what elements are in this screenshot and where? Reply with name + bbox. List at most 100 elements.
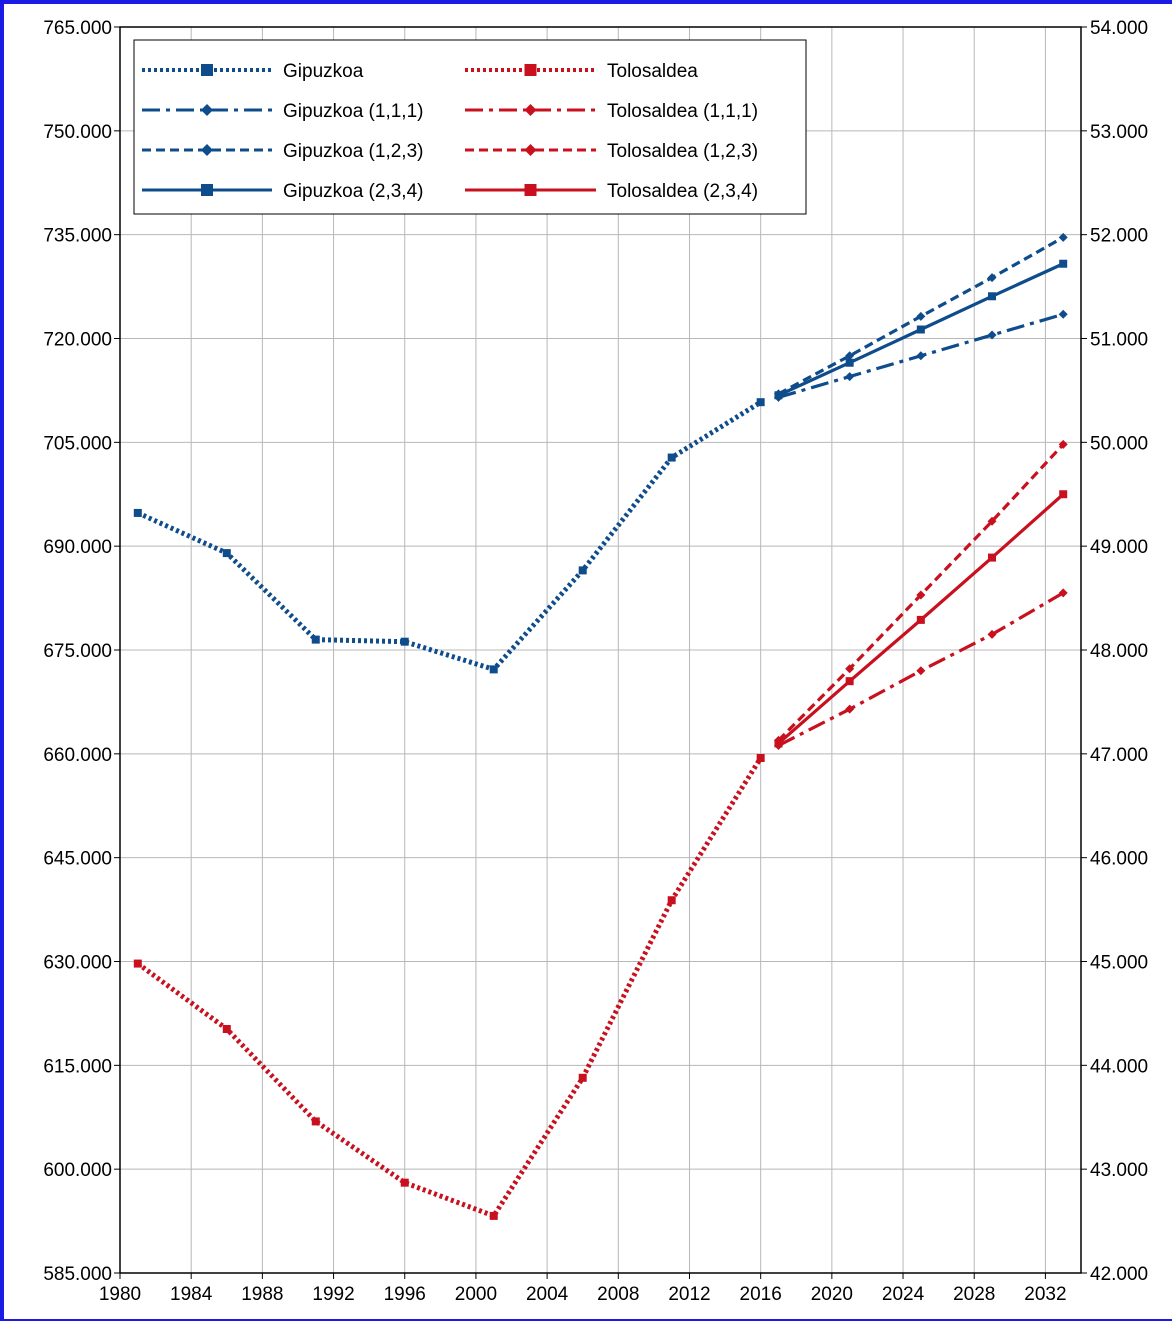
legend-entry: Tolosaldea (1,1,1) [465,101,758,122]
legend-entry: Gipuzkoa (2,3,4) [142,181,423,202]
square-marker [222,1024,231,1033]
square-marker [311,1117,320,1126]
square-marker [1059,490,1068,499]
left-tick-label: 630.000 [43,953,112,974]
diamond-marker [1058,588,1068,598]
left-tick-label: 720.000 [43,330,112,351]
square-marker [756,753,765,762]
series-line [136,756,763,1219]
diamond-marker [987,516,997,526]
square-marker [201,184,213,196]
right-tick-label: 44.000 [1090,1056,1148,1077]
x-tick-label: 2000 [455,1284,497,1305]
diamond-marker [916,311,926,321]
left-axis: 585.000 600.000 615.000 630.000 645.000 660.0… [43,18,120,1285]
square-marker [400,637,409,646]
diamond-marker [916,351,926,361]
left-tick-label: 645.000 [43,849,112,870]
legend: Gipuzkoa Tolosaldea Gipuzkoa (1,1,1) Tolosa… [133,39,807,215]
left-tick-label: 615.000 [43,1056,112,1077]
legend-label: Tolosaldea (2,3,4) [607,181,758,202]
right-tick-label: 52.000 [1090,226,1148,247]
diamond-marker [987,629,997,639]
square-marker [988,553,997,562]
diamond-marker [201,144,213,156]
diamond-marker [1058,439,1068,449]
series-2 [773,232,1068,399]
series-7 [774,490,1068,748]
left-tick-label: 600.000 [43,1160,112,1181]
left-tick-label: 675.000 [43,641,112,662]
left-tick-label: 765.000 [43,18,112,39]
legend-entry: Tolosaldea [465,61,698,82]
square-marker [988,292,997,301]
right-tick-label: 43.000 [1090,1160,1148,1181]
series-layer [133,232,1068,1220]
x-tick-label: 2028 [953,1284,995,1305]
right-tick-label: 51.000 [1090,330,1148,351]
right-tick-label: 50.000 [1090,433,1148,454]
series-0 [133,398,765,674]
diamond-marker [845,351,855,361]
right-tick-label: 42.000 [1090,1264,1148,1285]
x-tick-label: 2024 [882,1284,925,1305]
diamond-marker [916,666,926,676]
left-tick-label: 585.000 [43,1264,112,1285]
legend-label: Gipuzkoa (1,1,1) [283,101,423,122]
square-marker [578,566,587,575]
diamond-marker [845,664,855,674]
right-tick-label: 45.000 [1090,953,1148,974]
legend-label: Tolosaldea (1,1,1) [607,101,758,122]
series-5 [773,588,1068,751]
left-tick-label: 660.000 [43,745,112,766]
left-tick-label: 735.000 [43,226,112,247]
diamond-marker [987,273,997,283]
left-tick-label: 705.000 [43,433,112,454]
x-tick-label: 1992 [312,1284,354,1305]
x-axis: 1980 1984 1988 1992 1996 2000 2004 2008 2012 2016… [99,1273,1067,1305]
diamond-marker [524,144,537,156]
diamond-marker [987,330,997,340]
legend-entry: Gipuzkoa [142,61,364,82]
square-marker [667,896,676,905]
diamond-marker [1058,232,1068,242]
legend-label: Tolosaldea (1,2,3) [607,141,758,162]
square-marker [311,635,320,644]
square-marker [774,739,783,748]
square-marker [133,959,142,968]
x-tick-label: 1980 [99,1284,141,1305]
x-tick-label: 2004 [526,1284,569,1305]
x-tick-label: 2032 [1024,1284,1066,1305]
x-tick-label: 1984 [170,1284,213,1305]
square-marker [201,64,213,76]
x-tick-label: 2008 [597,1284,639,1305]
right-tick-label: 53.000 [1090,122,1148,143]
series-4 [133,753,765,1220]
square-marker [845,358,854,367]
series-6 [773,439,1068,745]
legend-label: Gipuzkoa (2,3,4) [283,181,423,202]
square-marker [222,549,231,558]
left-tick-label: 690.000 [43,537,112,558]
series-3 [774,259,1068,400]
square-marker [524,184,537,196]
legend-entry: Gipuzkoa (1,1,1) [142,101,423,122]
series-line [136,400,762,672]
diamond-marker [201,104,213,116]
left-tick-label: 750.000 [43,122,112,143]
legend-entry: Tolosaldea (1,2,3) [465,141,758,162]
diamond-marker [916,590,926,600]
legend-label: Gipuzkoa (1,2,3) [283,141,423,162]
legend-entry: Tolosaldea (2,3,4) [465,181,758,202]
series-1 [773,309,1068,402]
square-marker [756,398,765,407]
square-marker [916,615,925,624]
diamond-marker [845,372,855,382]
right-tick-label: 48.000 [1090,641,1148,662]
square-marker [400,1178,409,1187]
right-tick-label: 46.000 [1090,849,1148,870]
square-marker [133,508,142,517]
legend-entry: Gipuzkoa (1,2,3) [142,141,423,162]
right-tick-label: 47.000 [1090,745,1148,766]
